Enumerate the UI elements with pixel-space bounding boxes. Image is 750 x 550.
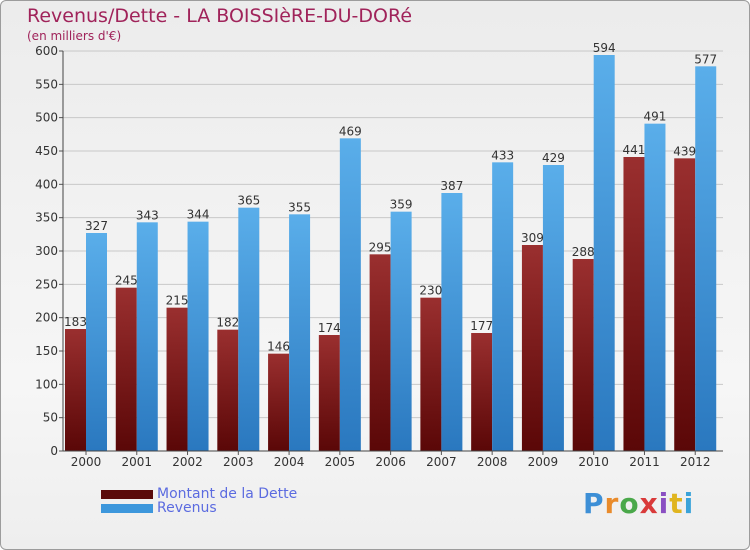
data-label: 344 xyxy=(187,208,210,222)
data-label: 359 xyxy=(390,198,413,212)
y-tick-label: 100 xyxy=(35,377,58,391)
data-label: 433 xyxy=(491,148,514,162)
y-tick-label: 400 xyxy=(35,177,58,191)
data-label: 215 xyxy=(166,294,189,308)
x-tick-label: 2010 xyxy=(578,455,609,469)
y-tick-label: 500 xyxy=(35,111,58,125)
bar-dette xyxy=(369,254,391,451)
bar-revenus xyxy=(644,123,666,452)
data-label: 295 xyxy=(369,240,392,254)
data-label: 441 xyxy=(623,143,646,157)
data-label: 230 xyxy=(419,284,442,298)
data-label: 245 xyxy=(115,274,138,288)
data-label: 183 xyxy=(64,315,87,329)
logo-letter: x xyxy=(639,487,659,520)
data-label: 365 xyxy=(237,194,260,208)
bar-dette xyxy=(115,287,137,451)
bar-dette xyxy=(471,333,493,451)
bar-dette xyxy=(166,307,188,451)
logo-letter: i xyxy=(683,487,695,520)
bar-revenus xyxy=(238,207,260,451)
y-tick-label: 350 xyxy=(35,211,58,225)
bar-dette xyxy=(572,259,594,451)
bar-dette xyxy=(623,157,645,451)
bar-revenus xyxy=(593,55,615,451)
x-tick-label: 2001 xyxy=(121,455,152,469)
chart-title: Revenus/Dette - LA BOISSIèRE-DU-DORé xyxy=(27,5,413,27)
data-label: 309 xyxy=(521,231,544,245)
legend-swatch-revenus xyxy=(101,504,153,513)
chart-subtitle: (en milliers d'€) xyxy=(27,29,122,43)
data-label: 327 xyxy=(85,219,108,233)
legend-label-dette: Montant de la Dette xyxy=(157,486,298,502)
bar-revenus xyxy=(390,211,412,451)
x-tick-label: 2002 xyxy=(172,455,203,469)
y-tick-label: 550 xyxy=(35,77,58,91)
x-tick-label: 2003 xyxy=(223,455,254,469)
x-tick-label: 2008 xyxy=(477,455,508,469)
logo-letter: i xyxy=(658,487,670,520)
bar-dette xyxy=(65,329,86,451)
data-label: 577 xyxy=(694,52,717,66)
bar-revenus xyxy=(289,214,311,451)
bar-revenus xyxy=(86,233,107,451)
data-label: 177 xyxy=(470,319,493,333)
y-tick-label: 250 xyxy=(35,277,58,291)
logo-letter: o xyxy=(619,487,640,520)
bar-dette xyxy=(217,329,239,451)
bar-revenus xyxy=(492,162,514,452)
logo-letter: P xyxy=(583,487,605,520)
data-label: 288 xyxy=(572,245,595,259)
logo-letter: t xyxy=(669,487,684,520)
data-label: 146 xyxy=(267,340,290,354)
data-label: 343 xyxy=(136,208,159,222)
bar-revenus xyxy=(441,193,463,451)
bar-dette xyxy=(521,245,543,451)
bar-dette xyxy=(420,297,442,451)
data-label: 174 xyxy=(318,321,341,335)
x-tick-label: 2012 xyxy=(680,455,711,469)
bar-dette xyxy=(268,353,290,451)
x-tick-label: 2007 xyxy=(426,455,457,469)
axes: 0 50 100 150 200 250 300 350 400 450 500 550 600 2000… xyxy=(35,44,723,469)
legend-item-dette: Montant de la Dette xyxy=(101,486,401,503)
bars xyxy=(65,55,717,452)
x-tick-label: 2005 xyxy=(325,455,356,469)
data-label: 469 xyxy=(339,124,362,138)
y-tick-label: 200 xyxy=(35,311,58,325)
data-label: 429 xyxy=(542,151,565,165)
logo-letter: r xyxy=(604,487,620,520)
x-tick-label: 2009 xyxy=(528,455,559,469)
data-label: 491 xyxy=(644,110,667,124)
data-labels: 183 327 245 343 215 344 182 365 146 355 174 469 295 3… xyxy=(64,41,717,354)
x-tick-label: 2004 xyxy=(274,455,305,469)
data-label: 182 xyxy=(216,316,239,330)
y-tick-label: 450 xyxy=(35,144,58,158)
proxiti-logo: Proxiti xyxy=(583,487,694,520)
bar-revenus xyxy=(339,138,361,452)
x-tick-label: 2011 xyxy=(629,455,660,469)
data-label: 387 xyxy=(440,179,463,193)
data-label: 594 xyxy=(593,41,616,55)
bar-dette xyxy=(674,158,696,452)
data-label: 355 xyxy=(288,200,311,214)
y-tick-label: 50 xyxy=(43,411,58,425)
legend-label-revenus: Revenus xyxy=(157,500,217,516)
x-tick-label: 2006 xyxy=(375,455,406,469)
legend-item-revenus: Revenus xyxy=(101,500,401,517)
bar-dette xyxy=(318,335,340,451)
bar-revenus xyxy=(542,165,564,451)
y-tick-label: 600 xyxy=(35,44,58,58)
y-tick-label: 300 xyxy=(35,244,58,258)
legend-swatch-dette xyxy=(101,490,153,499)
y-tick-label: 150 xyxy=(35,344,58,358)
x-tick-label: 2000 xyxy=(71,455,102,469)
y-tick-label: 0 xyxy=(50,444,58,458)
data-label: 439 xyxy=(673,144,696,158)
bar-revenus xyxy=(695,66,717,451)
bar-revenus xyxy=(136,222,158,451)
bar-revenus xyxy=(187,221,209,451)
